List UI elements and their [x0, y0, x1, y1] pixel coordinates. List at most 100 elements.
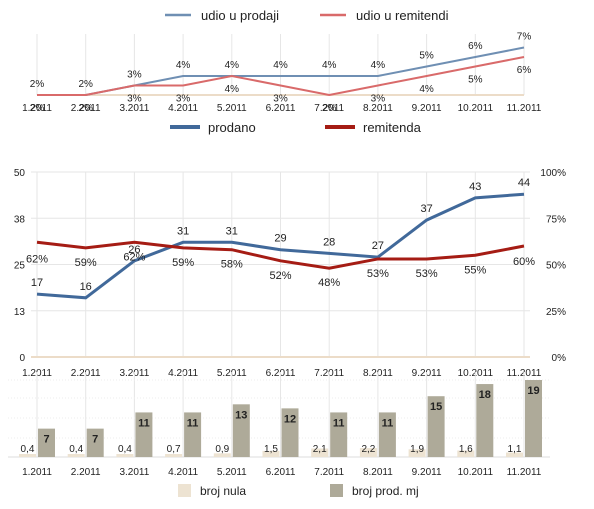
data-label: 7 [92, 434, 98, 446]
data-label: 29 [274, 233, 286, 245]
data-label: 11 [333, 417, 345, 429]
bar-broj-prod-mj [281, 408, 299, 457]
data-label: 11 [187, 417, 199, 429]
data-label: 37 [420, 203, 432, 215]
bar-broj-nula [457, 450, 475, 457]
data-label: 4% [225, 60, 240, 71]
data-label: 15 [430, 401, 442, 413]
tick-label-x: 10.2011 [458, 467, 494, 478]
data-label: 2% [78, 79, 93, 90]
data-label: 4% [419, 84, 434, 95]
data-label: 19 [527, 385, 539, 397]
data-label: 13 [235, 409, 247, 421]
data-label: 1,5 [264, 444, 278, 455]
tick-label-y-left: 0 [19, 353, 25, 364]
tick-label-x: 8.2011 [363, 467, 393, 478]
bar-broj-prod-mj [378, 412, 396, 457]
data-label: 4% [371, 60, 386, 71]
bar-broj-nula [262, 450, 280, 457]
data-label: 52% [269, 270, 291, 282]
data-label: 5% [468, 75, 483, 86]
tick-label-x: 5.2011 [217, 103, 247, 114]
tick-label-y-right: 75% [546, 214, 566, 225]
data-label: 28 [323, 236, 335, 248]
data-label: 3% [127, 70, 142, 81]
data-label: 59% [75, 257, 97, 269]
data-label: 1,6 [459, 444, 473, 455]
bar-broj-nula [408, 449, 426, 457]
tick-label-x: 2.2011 [71, 103, 101, 114]
data-label: 18 [479, 389, 491, 401]
data-label: 27 [372, 240, 384, 252]
tick-label-x: 8.2011 [363, 103, 393, 114]
bar-broj-prod-mj [38, 428, 55, 457]
bar-broj-nula [311, 448, 329, 457]
sales-remittance-chart: 0 13 25 38 50 0% 25% 50% 75% 100% prodano remitenda… [14, 120, 566, 379]
data-label: 2% [30, 79, 45, 90]
bar-broj-prod-mj [135, 412, 153, 457]
tick-label-x: 6.2011 [266, 103, 296, 114]
data-label: 2,2 [361, 444, 375, 455]
tick-label-x: 3.2011 [119, 467, 149, 478]
bar-broj-nula [67, 454, 85, 457]
tick-label-x: 9.2011 [412, 467, 442, 478]
tick-label-x: 7.2011 [314, 103, 344, 114]
bar-broj-prod-mj [427, 396, 445, 457]
tick-label-x: 4.2011 [168, 103, 198, 114]
data-label: 5% [419, 51, 434, 62]
series-line [36, 240, 525, 270]
data-label: 1,1 [508, 444, 522, 455]
tick-label-y-left: 25 [14, 261, 26, 272]
tick-label-y-left: 38 [14, 214, 26, 225]
legend-label: broj prod. mj [352, 484, 419, 498]
bar-broj-nula [19, 454, 36, 457]
bar-broj-prod-mj [476, 384, 494, 457]
data-label: 62% [26, 253, 48, 265]
data-label: 3% [273, 94, 288, 105]
data-label: 26 [128, 244, 140, 256]
bar-broj-nula [506, 452, 523, 457]
tick-label-y-right: 25% [546, 307, 566, 318]
tick-label-x: 5.2011 [217, 467, 247, 478]
data-label: 59% [172, 257, 194, 269]
bar-broj-nula [165, 454, 183, 457]
series-line [37, 56, 525, 97]
tick-label-x: 9.2011 [412, 103, 442, 114]
data-label: 16 [80, 281, 92, 293]
data-label: 7% [517, 32, 532, 43]
data-label: 48% [318, 277, 340, 289]
data-label: 4% [273, 60, 288, 71]
bar-broj-prod-mj [86, 428, 104, 457]
data-label: 31 [226, 225, 238, 237]
data-label: 4% [225, 84, 240, 95]
data-label: 0,4 [69, 444, 83, 455]
tick-label-x: 1.2011 [22, 103, 52, 114]
tick-label-x: 6.2011 [266, 467, 296, 478]
data-label: 6% [468, 41, 483, 52]
data-label: 2% [322, 103, 337, 114]
data-label: 0,9 [215, 444, 229, 455]
data-label: 0,4 [21, 444, 35, 455]
data-label: 31 [177, 225, 189, 237]
data-label: 11 [138, 417, 150, 429]
data-label: 55% [464, 264, 486, 276]
series-line [36, 192, 525, 300]
data-label: 3% [127, 94, 142, 105]
tick-label-y-right: 50% [546, 261, 566, 272]
bar-broj-nula [213, 453, 231, 457]
data-label: 2% [30, 103, 45, 114]
bar-broj-prod-mj [525, 380, 542, 457]
legend-label: broj nula [200, 484, 246, 498]
bar-broj-prod-mj [184, 412, 202, 457]
data-label: 53% [367, 268, 389, 280]
legend-label: prodano [208, 120, 256, 135]
data-label: 62% [123, 251, 145, 263]
tick-label-x: 4.2011 [168, 467, 198, 478]
legend-label: udio u remitendi [356, 8, 449, 23]
data-label: 11 [382, 417, 394, 429]
legend-label: remitenda [363, 120, 422, 135]
tick-label-y-left: 50 [14, 168, 26, 179]
tick-label-x: 2.2011 [71, 467, 101, 478]
data-label: 1,9 [410, 444, 424, 455]
